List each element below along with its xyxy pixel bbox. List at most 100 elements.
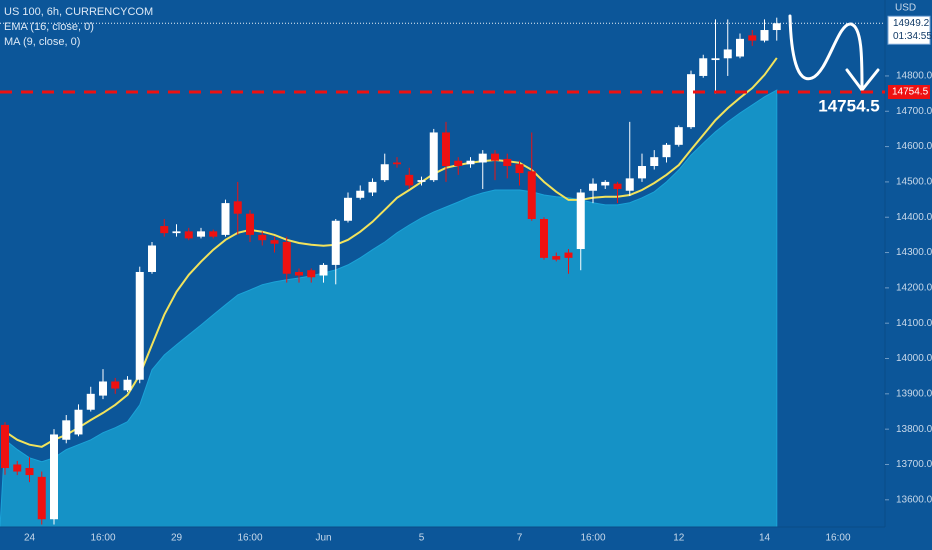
plot-area xyxy=(0,17,781,528)
x-tick-label: 14 xyxy=(759,533,771,544)
chart-title: US 100, 6h, CURRENCYCOM xyxy=(4,6,153,18)
y-tick-label: 13900.0 xyxy=(896,388,932,399)
candle-body xyxy=(527,171,536,219)
x-tick-label: 29 xyxy=(171,533,183,544)
candle-body xyxy=(699,58,708,76)
candle-body xyxy=(270,240,279,244)
candle-body xyxy=(356,190,365,198)
legend-entry: MA (9, close, 0) xyxy=(4,36,80,48)
y-tick-label: 14300.0 xyxy=(896,247,932,258)
candle-body xyxy=(552,256,561,260)
candle-body xyxy=(478,153,487,163)
y-tick-label: 14500.0 xyxy=(896,177,932,188)
last-price-tag xyxy=(887,15,931,45)
candle-body xyxy=(576,192,585,250)
ma-area xyxy=(0,89,778,528)
candle-body xyxy=(760,30,769,41)
x-tick-label: 16:00 xyxy=(825,533,850,544)
candle-body xyxy=(515,164,524,174)
last-price-label: 14949.2 xyxy=(893,18,930,29)
candle-body xyxy=(393,162,401,165)
y-tick-label: 13800.0 xyxy=(896,424,932,435)
candle-body xyxy=(37,476,46,520)
candle-body xyxy=(650,157,659,167)
candle-body xyxy=(246,213,254,235)
y-tick-label: 13700.0 xyxy=(896,459,932,470)
x-tick-label: 16:00 xyxy=(580,533,605,544)
candle-body xyxy=(442,132,450,167)
candle-body xyxy=(319,264,328,276)
y-tick-label: 14000.0 xyxy=(896,353,932,364)
candle-body xyxy=(74,409,83,435)
x-tick-label: 5 xyxy=(419,533,425,544)
candle-body xyxy=(417,180,426,182)
candle-body xyxy=(772,23,781,31)
y-tick-label: 14400.0 xyxy=(896,212,932,223)
y-tick-label: 14700.0 xyxy=(896,106,932,117)
candle-body xyxy=(601,181,610,186)
candle-body xyxy=(503,158,512,167)
candle-body xyxy=(282,241,291,274)
candle-body xyxy=(148,245,156,272)
candle-body xyxy=(111,381,120,389)
legend-entry: EMA (16, close, 0) xyxy=(4,21,94,33)
candle-body xyxy=(233,201,242,214)
arrow-drawing xyxy=(788,14,864,90)
candle-body xyxy=(62,420,71,440)
candle-body xyxy=(209,231,218,237)
y-tick-label: 14600.0 xyxy=(896,141,932,152)
y-tick-label: 14100.0 xyxy=(896,318,932,329)
currency-label: USD xyxy=(895,3,916,14)
candle-body xyxy=(344,197,352,221)
candle-body xyxy=(380,164,389,181)
candle-body xyxy=(123,379,132,391)
candle-body xyxy=(491,153,499,161)
arrow-head xyxy=(845,68,880,92)
candle-body xyxy=(625,178,634,191)
candle-body xyxy=(184,231,193,239)
candle-body xyxy=(1,424,9,469)
y-tick-label: 14200.0 xyxy=(896,283,932,294)
candle-body xyxy=(638,166,646,179)
x-tick-label: 12 xyxy=(673,533,685,544)
candle-body xyxy=(687,74,695,128)
candle-body xyxy=(589,183,597,191)
candle-body xyxy=(429,132,438,181)
y-tick-label: 13600.0 xyxy=(896,494,932,505)
y-tick-label: 14800.0 xyxy=(896,71,932,82)
candle-body xyxy=(172,231,181,234)
candle-body xyxy=(50,434,58,520)
candle-body xyxy=(295,271,303,276)
candle-body xyxy=(368,181,377,193)
candle-body xyxy=(723,49,732,59)
candle-body xyxy=(25,468,34,476)
candle-body xyxy=(674,127,683,145)
candle-body xyxy=(221,203,230,235)
x-tick-label: Jun xyxy=(315,533,331,544)
x-tick-label: 16:00 xyxy=(90,533,115,544)
candle-body xyxy=(711,58,720,61)
candle-body xyxy=(466,160,475,165)
x-tick-label: 24 xyxy=(24,533,36,544)
countdown-label: 01:34:55 xyxy=(893,31,932,42)
candle-body xyxy=(662,144,671,158)
candle-body xyxy=(564,252,573,258)
candle-body xyxy=(197,231,205,237)
candle-body xyxy=(454,160,463,167)
level-tag-label: 14754.5 xyxy=(892,87,929,98)
candle-body xyxy=(99,381,107,396)
candle-body xyxy=(307,270,316,278)
candle-body xyxy=(160,226,169,234)
x-tick-label: 16:00 xyxy=(237,533,262,544)
candle-body xyxy=(748,35,757,41)
candle-body xyxy=(86,393,95,410)
candle-body xyxy=(331,220,340,265)
level-annotation: 14754.5 xyxy=(818,96,879,115)
x-tick-label: 7 xyxy=(517,533,523,544)
candle-body xyxy=(135,271,144,380)
ema-line xyxy=(4,57,778,448)
candle-body xyxy=(258,234,267,241)
level-tag xyxy=(888,85,930,100)
